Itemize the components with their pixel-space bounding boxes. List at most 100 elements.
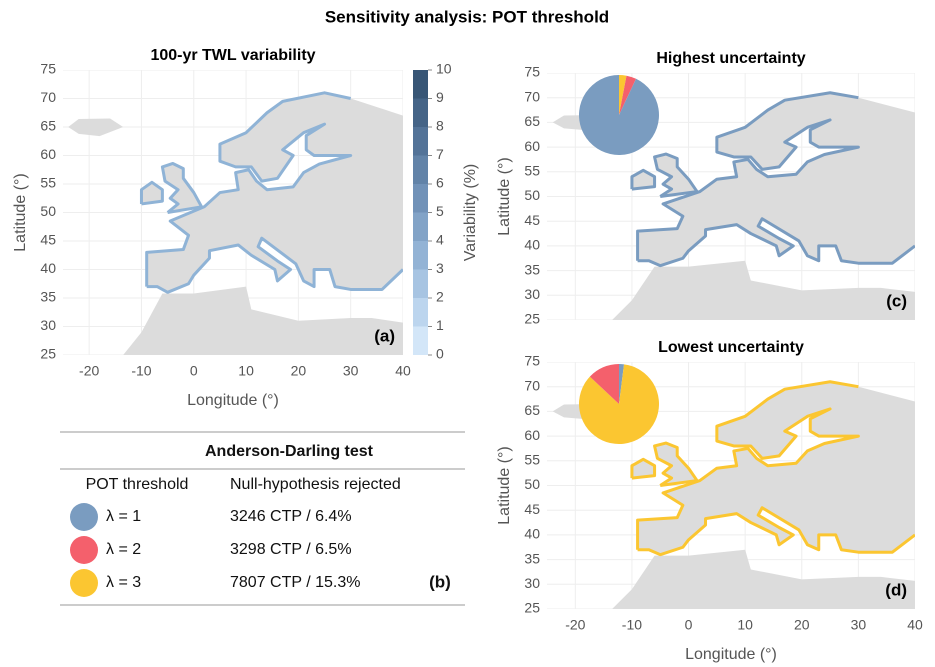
colorbar-segment: [413, 184, 428, 213]
row-label: λ = 1: [106, 508, 141, 525]
colorbar-segment: [413, 155, 428, 184]
x-tick-label: 0: [190, 363, 198, 379]
y-tick-label: 75: [40, 61, 56, 77]
panel-label: (d): [885, 580, 907, 599]
coastline: [630, 168, 657, 191]
panel-label: (b): [429, 572, 451, 591]
x-tick-label: 30: [343, 363, 359, 379]
colorbar-segment: [413, 212, 428, 241]
table-title: Anderson-Darling test: [205, 443, 374, 460]
coastline: [145, 91, 353, 287]
colorbar-tick-label: 9: [436, 89, 444, 105]
colorbar-tick-label: 5: [436, 203, 444, 219]
row-label: λ = 3: [106, 574, 141, 591]
pie-slice: [579, 364, 659, 445]
panel-title: Lowest uncertainty: [658, 339, 804, 356]
x-tick-label: 0: [685, 617, 693, 633]
colorbar-tick-label: 2: [436, 289, 444, 305]
land: [612, 260, 915, 320]
table-header: POT threshold: [86, 476, 189, 493]
y-tick-label: 40: [40, 260, 56, 276]
figure-title: Sensitivity analysis: POT threshold: [325, 7, 609, 26]
y-tick-label: 70: [40, 89, 56, 105]
colorbar-tick-label: 0: [436, 346, 444, 362]
x-tick-label: -10: [131, 363, 151, 379]
colorbar-segment: [413, 70, 428, 99]
colorbar-tick-label: 1: [436, 317, 444, 333]
y-tick-label: 70: [524, 377, 540, 393]
table-header: Null-hypothesis rejected: [230, 476, 401, 493]
y-tick-label: 45: [524, 212, 540, 228]
coastline: [160, 161, 204, 214]
y-tick-label: 55: [40, 175, 56, 191]
colorbar-segment: [413, 298, 428, 327]
panel-label: (c): [886, 291, 907, 310]
y-tick-label: 65: [524, 113, 540, 129]
land: [654, 443, 698, 486]
x-axis-label: Longitude (°): [187, 392, 279, 409]
row-result: 7807 CTP / 15.3%: [230, 574, 360, 591]
y-tick-label: 40: [524, 237, 540, 253]
land: [68, 118, 124, 137]
x-tick-label: 20: [794, 617, 810, 633]
pie-slice: [589, 364, 619, 404]
y-tick-label: 60: [524, 138, 540, 154]
y-tick-label: 50: [524, 187, 540, 203]
coastline: [636, 380, 860, 550]
x-tick-label: 20: [291, 363, 307, 379]
y-tick-label: 55: [524, 163, 540, 179]
row-result: 3246 CTP / 6.4%: [230, 508, 352, 525]
row-label: λ = 2: [106, 541, 141, 558]
land: [123, 286, 403, 355]
colorbar-tick-label: 8: [436, 118, 444, 134]
land: [637, 381, 915, 555]
y-tick-label: 25: [40, 346, 56, 362]
map: [547, 362, 915, 609]
row-result: 3298 CTP / 6.5%: [230, 541, 352, 558]
y-tick-label: 30: [524, 575, 540, 591]
y-tick-label: 35: [40, 289, 56, 305]
land: [637, 92, 915, 266]
y-tick-label: 50: [40, 203, 56, 219]
x-tick-label: 10: [238, 363, 254, 379]
y-tick-label: 55: [524, 452, 540, 468]
y-tick-label: 65: [40, 118, 56, 134]
coastline: [139, 180, 164, 206]
y-tick-label: 60: [524, 427, 540, 443]
x-tick-label: -20: [565, 617, 585, 633]
y-tick-label: 45: [524, 501, 540, 517]
colorbar-segment: [413, 241, 428, 270]
y-axis-label: Latitude (°): [12, 173, 29, 251]
pie-slice: [579, 75, 660, 155]
panel-title: Highest uncertainty: [656, 50, 805, 67]
x-tick-label: 40: [907, 617, 923, 633]
colorbar-tick-label: 7: [436, 146, 444, 162]
panel-label: (a): [374, 326, 395, 345]
y-tick-label: 75: [524, 353, 540, 369]
coastline: [636, 91, 860, 261]
legend-swatch: [70, 569, 98, 597]
colorbar-tick-label: 4: [436, 232, 444, 248]
land: [146, 92, 403, 293]
coastline: [637, 217, 915, 268]
y-tick-label: 35: [524, 261, 540, 277]
pie-slice: [619, 364, 625, 404]
y-tick-label: 30: [524, 286, 540, 302]
pie-slice: [619, 75, 637, 115]
y-tick-label: 40: [524, 526, 540, 542]
x-tick-label: 10: [737, 617, 753, 633]
y-tick-label: 65: [524, 402, 540, 418]
map: [63, 70, 403, 355]
legend-swatch: [70, 536, 98, 564]
colorbar-tick-label: 3: [436, 260, 444, 276]
y-tick-label: 45: [40, 232, 56, 248]
land: [654, 154, 698, 197]
coastline: [653, 441, 699, 487]
y-tick-label: 50: [524, 476, 540, 492]
y-axis-label: Latitude (°): [496, 446, 513, 524]
colorbar-tick-label: 6: [436, 175, 444, 191]
y-tick-label: 75: [524, 64, 540, 80]
x-tick-label: -10: [622, 617, 642, 633]
y-tick-label: 30: [40, 317, 56, 333]
